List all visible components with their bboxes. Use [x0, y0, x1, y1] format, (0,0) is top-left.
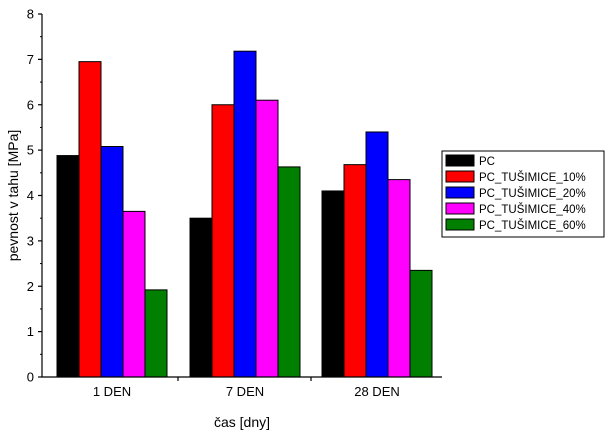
axes-group: 0 1 2 3 4 5 6 7 8 1 DEN 7 DEN 28 DEN čas [dny] pevnos… — [5, 7, 442, 430]
y-tick-label: 5 — [27, 143, 34, 158]
legend-entry-label: PC_TUŠIMICE_40% — [479, 203, 586, 216]
bar-pc-tu-imice-20--1-den — [100, 145, 124, 378]
legend: PC PC_TUŠIMICE_10% PC_TUŠIMICE_20% PC_TUŠIM… — [441, 150, 605, 238]
legend-entry-label: PC_TUŠIMICE_20% — [479, 187, 586, 200]
y-tick-label: 0 — [27, 370, 34, 385]
bar-pc-tu-imice-40--28-den — [387, 179, 411, 378]
y-tick-label: 1 — [27, 324, 34, 339]
bar-pc-tu-imice-20--28-den — [365, 131, 389, 378]
bar-pc-tu-imice-10--1-den — [78, 61, 102, 378]
bar-pc-28-den — [321, 190, 345, 378]
bar-pc-tu-imice-10--7-den — [211, 104, 235, 378]
y-tick-label: 8 — [27, 7, 34, 22]
x-tick-label: 28 DEN — [354, 384, 400, 399]
y-tick-label: 6 — [27, 97, 34, 112]
x-axis-title: čas [dny] — [214, 414, 270, 430]
bar-pc-tu-imice-10--28-den — [343, 164, 367, 378]
legend-swatch — [445, 202, 475, 215]
y-tick-label: 3 — [27, 233, 34, 248]
y-tick-label: 7 — [27, 52, 34, 67]
x-tick-label: 7 DEN — [226, 384, 264, 399]
legend-swatch — [445, 170, 475, 183]
bar-pc-tu-imice-40--1-den — [122, 210, 146, 378]
bars-group — [56, 50, 433, 378]
bar-pc-7-den — [189, 217, 213, 378]
legend-swatch — [445, 186, 475, 199]
y-tick-label: 4 — [27, 188, 34, 203]
bar-pc-tu-imice-60--1-den — [144, 289, 168, 378]
y-tick-label: 2 — [27, 279, 34, 294]
bar-pc-1-den — [56, 155, 80, 378]
legend-swatch — [445, 154, 475, 167]
x-tick-label: 1 DEN — [93, 384, 131, 399]
bar-pc-tu-imice-40--7-den — [255, 99, 279, 378]
bar-pc-tu-imice-20--7-den — [233, 50, 257, 378]
legend-entry-label: PC_TUŠIMICE_60% — [479, 219, 586, 232]
bar-pc-tu-imice-60--28-den — [409, 269, 433, 378]
legend-entry-label: PC_TUŠIMICE_10% — [479, 171, 586, 184]
legend-swatch — [445, 218, 475, 231]
legend-entry-label: PC — [479, 156, 495, 168]
y-axis-title: pevnost v tahu [MPa] — [5, 130, 21, 262]
bar-pc-tu-imice-60--7-den — [277, 166, 301, 378]
